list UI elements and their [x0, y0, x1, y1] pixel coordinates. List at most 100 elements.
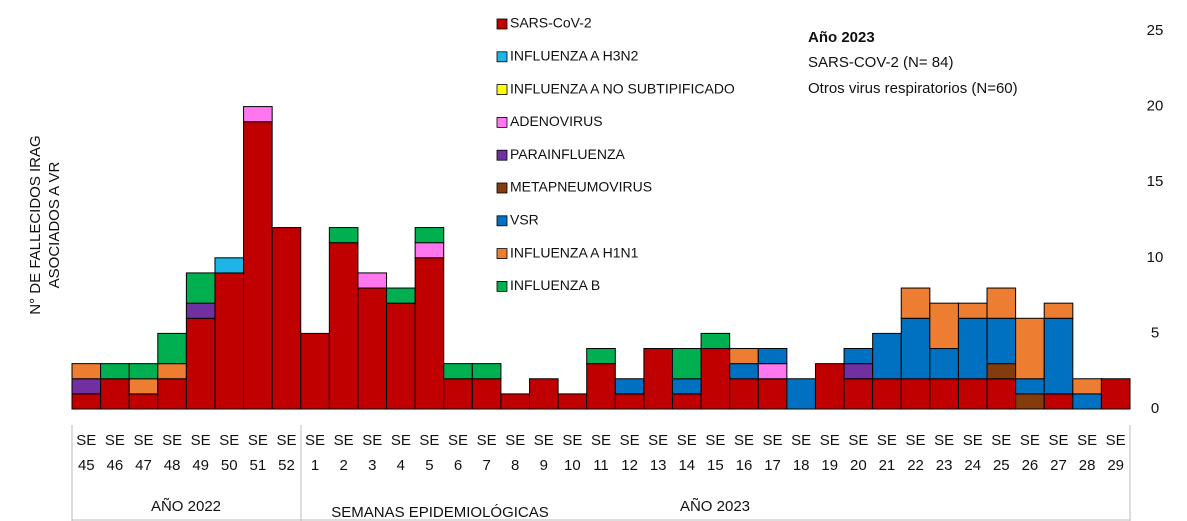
bar-segment: [1072, 393, 1102, 410]
bar-segment: [1043, 317, 1074, 395]
x-tick-label: SE 10: [562, 432, 583, 474]
bar-segment: [557, 393, 588, 410]
legend-swatch: [496, 182, 508, 194]
bar-segment: [757, 378, 788, 410]
legend-label: PARAINFLUENZA: [510, 146, 626, 162]
group-label: AÑO 2023: [680, 498, 750, 515]
y-tick-label: 20: [1147, 98, 1164, 115]
annotation: Otros virus respiratorios (N=60): [808, 80, 1018, 97]
x-tick-label: SE 25: [991, 432, 1012, 474]
x-tick-label: SE 14: [676, 432, 697, 474]
x-tick-label: SE 51: [247, 432, 268, 474]
bar-segment: [471, 378, 502, 410]
x-tick-label: SE 52: [276, 432, 297, 474]
bar-segment: [243, 106, 273, 123]
x-tick-label: SE 19: [819, 432, 840, 474]
bar-segment: [786, 378, 816, 410]
bar-segment: [271, 227, 302, 410]
legend-label: INFLUENZA A H1N1: [510, 244, 639, 260]
x-tick-label: SE 28: [1077, 432, 1098, 474]
bar-segment: [929, 348, 959, 380]
x-tick-label: SE 22: [905, 432, 926, 474]
legend-label: SARS-CoV-2: [510, 15, 592, 31]
bar-segment: [900, 287, 931, 319]
bar-segment: [986, 363, 1017, 380]
bar-segment: [414, 257, 445, 410]
x-tick-label: SE 6: [448, 432, 469, 474]
bar-segment: [357, 272, 388, 289]
bar-segment: [986, 378, 1017, 410]
bar-segment: [671, 393, 702, 410]
bar-segment: [814, 363, 845, 410]
legend-label: INFLUENZA B: [510, 277, 600, 293]
x-tick-label: SE 20: [848, 432, 869, 474]
x-tick-label: SE 45: [76, 432, 97, 474]
x-tick-label: SE 5: [419, 432, 440, 474]
bar-segment: [214, 272, 245, 410]
bar-segment: [471, 363, 502, 380]
bar-segment: [1015, 378, 1045, 395]
bar-segment: [757, 363, 788, 380]
legend-swatch: [496, 51, 508, 63]
legend-swatch: [496, 18, 508, 30]
bar-segment: [614, 393, 645, 410]
bar-segment: [185, 272, 216, 304]
bar-segment: [414, 227, 445, 244]
bar-segment: [443, 378, 473, 410]
bar-segment: [500, 393, 531, 410]
x-tick-label: SE 3: [362, 432, 383, 474]
x-tick-label: SE 46: [104, 432, 125, 474]
bar-segment: [843, 348, 874, 365]
x-tick-label: SE 26: [1019, 432, 1040, 474]
x-tick-label: SE 50: [219, 432, 240, 474]
bar-segment: [843, 378, 874, 410]
bar-segment: [957, 302, 988, 319]
legend-label: VSR: [510, 212, 539, 228]
bar-segment: [100, 378, 130, 410]
bar-segment: [986, 317, 1017, 365]
bar-segment: [929, 302, 959, 350]
x-tick-label: SE 29: [1105, 432, 1126, 474]
x-tick-label: SE 2: [333, 432, 354, 474]
legend-swatch: [496, 280, 508, 292]
bar-segment: [386, 302, 416, 410]
legend-swatch: [496, 215, 508, 227]
x-tick-label: SE 21: [876, 432, 897, 474]
bar-segment: [957, 378, 988, 410]
x-tick-label: SE 7: [476, 432, 497, 474]
bar-segment: [586, 363, 616, 410]
bar-segment: [729, 348, 759, 365]
bar-segment: [586, 348, 616, 365]
x-tick-label: SE 13: [648, 432, 669, 474]
bar-segment: [157, 332, 187, 365]
x-tick-label: SE 15: [705, 432, 726, 474]
bar-segment: [71, 363, 102, 380]
y-tick-label: 25: [1147, 22, 1164, 39]
bar-segment: [128, 378, 159, 395]
bar-segment: [328, 242, 359, 410]
x-tick-label: SE 11: [590, 432, 611, 474]
x-tick-label: SE 27: [1048, 432, 1069, 474]
y-tick-label: 15: [1147, 173, 1164, 190]
x-tick-label: SE 4: [390, 432, 411, 474]
x-tick-label: SE 1: [305, 432, 326, 474]
bar-segment: [100, 363, 130, 380]
bar-segment: [443, 363, 473, 380]
y-axis-title: ASOCIADOS A VR: [46, 161, 63, 288]
x-tick-label: SE 47: [133, 432, 154, 474]
bar-segment: [957, 317, 988, 380]
x-tick-label: SE 17: [762, 432, 783, 474]
bar-segment: [614, 378, 645, 395]
x-tick-label: SE 9: [533, 432, 554, 474]
bar-segment: [900, 317, 931, 380]
x-tick-label: SE 49: [190, 432, 211, 474]
annotation: Año 2023: [808, 29, 875, 46]
bar-segment: [671, 348, 702, 380]
annotation: SARS-COV-2 (N= 84): [808, 54, 953, 71]
legend-swatch: [496, 117, 508, 128]
x-tick-label: SE 16: [733, 432, 754, 474]
bar-segment: [157, 378, 187, 410]
y-tick-label: 10: [1147, 249, 1164, 266]
